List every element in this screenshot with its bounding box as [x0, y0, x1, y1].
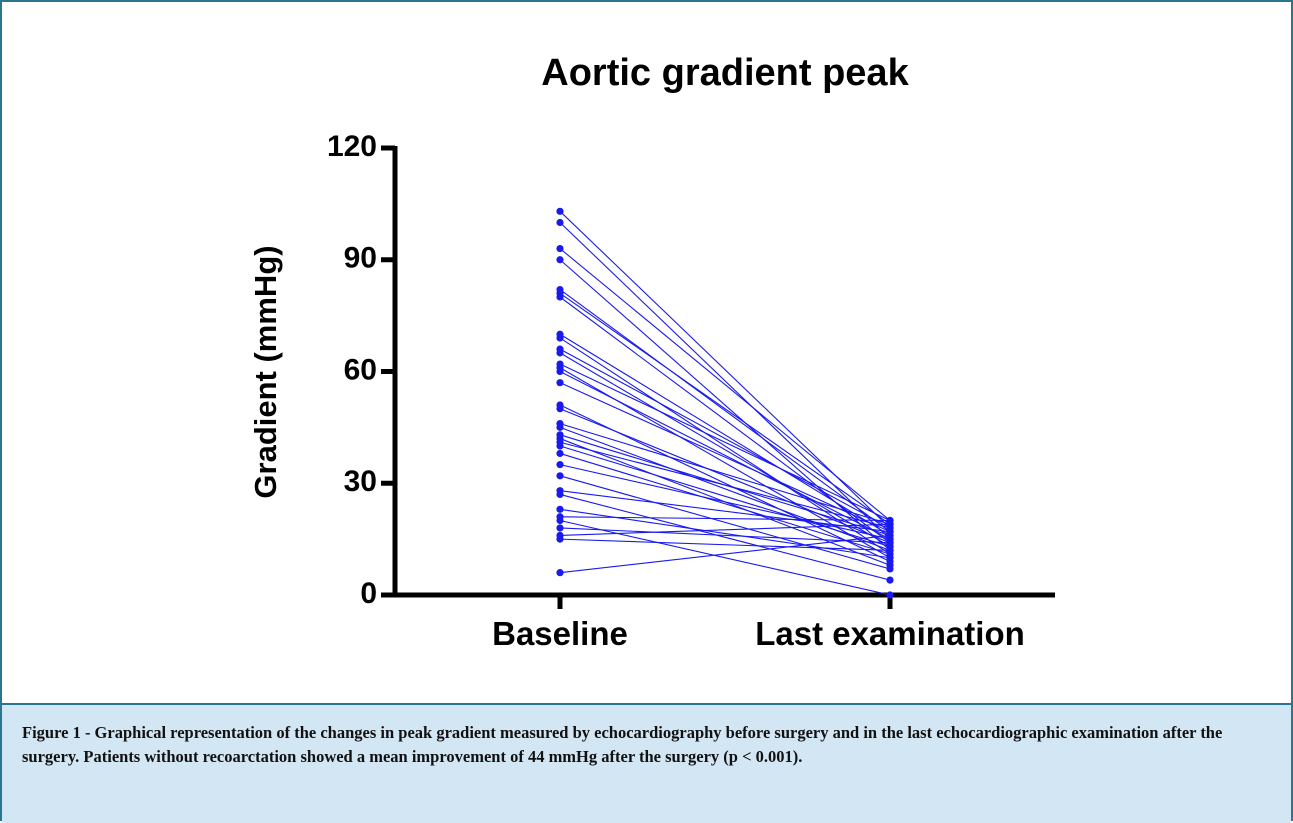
y-tick-label: 60	[344, 353, 377, 386]
y-tick-label: 0	[360, 577, 377, 610]
patient-line	[559, 292, 891, 525]
data-point	[556, 449, 564, 458]
data-point	[556, 293, 564, 301]
data-point	[886, 576, 894, 584]
patient-line	[559, 210, 891, 529]
data-point	[886, 546, 894, 554]
patient-line	[559, 441, 891, 529]
data-point	[886, 520, 894, 528]
data-point	[556, 379, 564, 387]
patient-line	[559, 333, 891, 536]
patient-line	[559, 516, 891, 522]
patient-line	[559, 523, 891, 536]
patient-line	[559, 538, 891, 551]
data-point	[556, 472, 564, 480]
x-tick-label: Last examination	[755, 615, 1025, 652]
patient-line	[559, 337, 891, 555]
data-point	[886, 565, 894, 573]
y-axis-label: Gradient (mmHg)	[248, 245, 283, 498]
patient-line	[559, 534, 891, 574]
data-point	[556, 349, 564, 357]
data-point	[886, 539, 894, 547]
patient-line	[559, 519, 891, 596]
data-point	[556, 405, 564, 413]
data-point	[556, 535, 564, 543]
data-point	[886, 554, 894, 562]
y-tick-label: 90	[344, 242, 377, 275]
patient-line	[559, 289, 891, 533]
data-point	[556, 218, 564, 227]
data-point	[556, 442, 564, 450]
patient-line	[559, 248, 891, 521]
data-point	[556, 524, 564, 532]
chart: Aortic gradient peak Gradient (mmHg) 0 30…	[248, 52, 1055, 652]
patient-line	[559, 222, 891, 540]
patient-line	[559, 363, 891, 521]
data-point	[556, 461, 564, 469]
caption: Figure 1 - Graphical representation of t…	[2, 703, 1291, 823]
data-point	[886, 531, 894, 540]
patient-line	[559, 475, 891, 570]
patient-line	[559, 493, 891, 581]
data-point	[556, 367, 564, 376]
patient-line	[559, 382, 891, 533]
patient-line	[559, 490, 891, 533]
data-point	[556, 423, 564, 431]
chart-title: Aortic gradient peak	[541, 52, 909, 94]
patient-line	[559, 408, 891, 544]
patient-line	[559, 352, 891, 548]
x-tick-label: Baseline	[492, 615, 628, 652]
data-point	[556, 244, 564, 253]
data-point	[556, 516, 564, 525]
patient-line	[559, 371, 891, 540]
data-point	[556, 207, 564, 215]
data-point	[886, 591, 894, 599]
patient-line	[559, 423, 891, 525]
data-point	[556, 334, 564, 342]
patient-line	[559, 452, 891, 555]
y-tick-label: 120	[327, 130, 377, 163]
data-point	[556, 569, 564, 577]
data-point	[556, 490, 564, 499]
patient-line	[559, 445, 891, 548]
patient-line	[559, 464, 891, 540]
data-point	[556, 256, 564, 264]
patient-line	[559, 348, 891, 529]
data-point	[556, 505, 564, 513]
patient-line	[559, 527, 891, 544]
patient-line	[559, 296, 891, 544]
y-tick-label: 30	[344, 465, 377, 498]
